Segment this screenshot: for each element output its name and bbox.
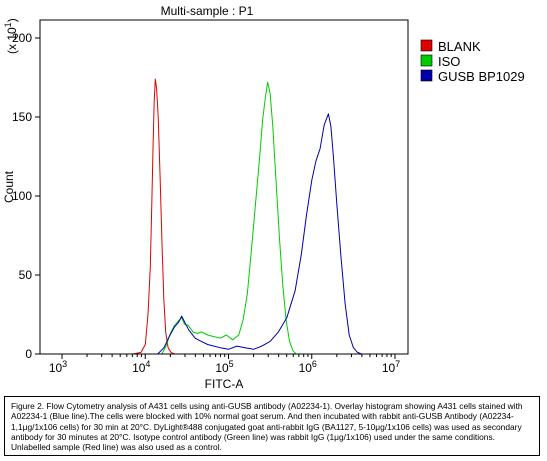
y-tick-label: 200 [12, 31, 32, 45]
series-line-3 [157, 113, 362, 355]
x-axis-title: FITC-A [205, 377, 244, 391]
y-tick-label: 150 [12, 110, 32, 124]
x-tick-label: 107 [382, 359, 400, 375]
y-multiplier-exponent: 1 [3, 22, 13, 27]
y-axis-title: Count [2, 170, 16, 203]
y-multiplier-suffix: ) [5, 18, 19, 22]
y-tick-label: 0 [25, 347, 32, 361]
legend-label: ISO [438, 54, 460, 69]
x-tick-label: 104 [132, 359, 150, 375]
plot-frame [39, 19, 409, 355]
series-layer [132, 78, 362, 355]
x-tick-label: 105 [215, 359, 233, 375]
x-tick-label: 103 [49, 359, 67, 375]
legend-label: BLANK [438, 39, 481, 54]
flow-cytometry-histogram: Multi-sample : P1 (x 101) Count FITC-A 0… [2, 4, 525, 391]
y-tick-label: 100 [12, 189, 32, 203]
series-line-2 [161, 81, 297, 355]
figure-caption: Figure 2. Flow Cytometry analysis of A43… [4, 396, 540, 456]
legend-swatch [420, 54, 433, 67]
y-tick-label: 50 [19, 268, 33, 282]
legend-swatch [420, 69, 433, 82]
x-tick-label: 106 [299, 359, 317, 375]
chart-title: Multi-sample : P1 [161, 4, 254, 18]
axis-ticks: 0 50 100 150 200 103 104 105 106 107 [12, 31, 400, 375]
legend-swatch [420, 39, 433, 52]
svg-text:(x 101): (x 101) [3, 18, 19, 54]
y-multiplier-prefix: (x 10 [5, 27, 19, 54]
legend-label: GUSB BP1029 [438, 69, 525, 84]
y-multiplier-label: (x 101) [3, 18, 19, 54]
series-line-1 [132, 78, 175, 355]
